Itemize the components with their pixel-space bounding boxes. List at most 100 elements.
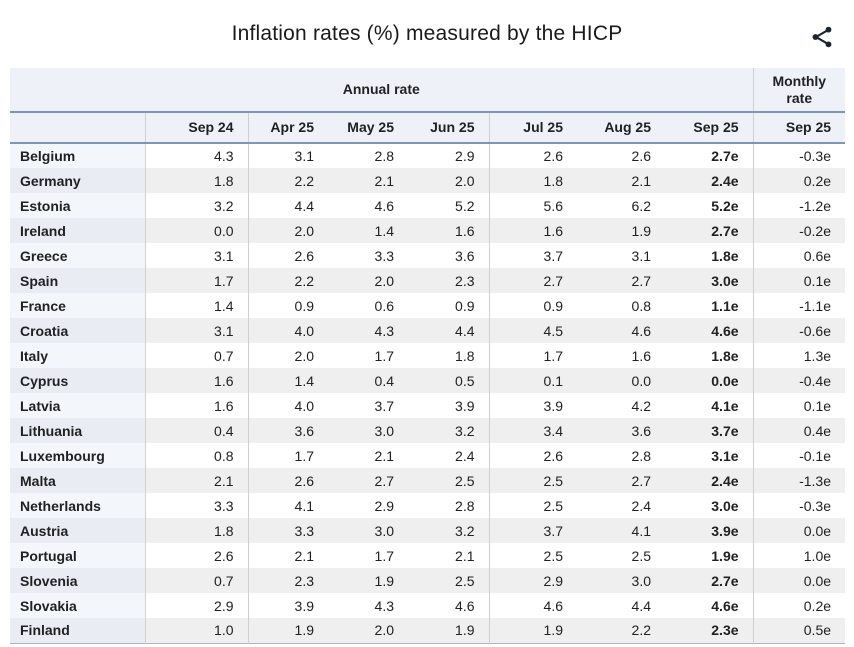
annual-value-cell: 2.0 [247,343,328,368]
annual-value-cell: 4.3 [328,593,408,618]
country-label: Austria [10,518,145,543]
annual-value-cell: 1.1e [665,293,754,318]
annual-value-cell: 3.1 [144,318,248,343]
monthly-value-cell: 0.0e [752,518,846,543]
annual-value-cell: 2.7e [665,568,754,593]
annual-value-cell: 2.6 [247,243,328,268]
annual-value-cell: 2.4 [408,443,489,468]
annual-value-cell: 5.2 [408,193,489,218]
annual-value-cell: 0.0 [577,368,665,393]
country-label: Cyprus [10,368,145,393]
country-label: Slovakia [10,593,145,618]
annual-value-cell: 3.7 [488,518,577,543]
annual-value-cell: 3.0 [328,418,408,443]
group-header-row: Annual rate Monthly rate [10,68,846,113]
annual-value-cell: 4.5 [488,318,577,343]
annual-value-cell: 1.4 [328,218,408,243]
column-header: Sep 24 [144,112,248,144]
annual-value-cell: 2.6 [144,543,248,568]
country-label: Italy [10,343,145,368]
column-header: Apr 25 [247,112,328,144]
annual-value-cell: 1.8 [488,168,577,193]
annual-value-cell: 2.0 [328,268,408,293]
annual-value-cell: 2.4 [577,493,665,518]
annual-value-cell: 0.8 [577,293,665,318]
annual-value-cell: 2.8 [328,143,408,168]
annual-value-cell: 2.0 [247,218,328,243]
monthly-value-cell: 0.1e [752,393,846,418]
annual-value-cell: 3.6 [247,418,328,443]
annual-value-cell: 3.0e [665,493,754,518]
annual-value-cell: 4.4 [577,593,665,618]
annual-value-cell: 1.9 [488,618,577,643]
annual-value-cell: 4.3 [144,143,248,168]
annual-value-cell: 2.2 [247,168,328,193]
table-row: Estonia 3.2 4.4 4.6 5.2 5.6 6.2 5.2e -1.2e [10,193,846,218]
annual-value-cell: 3.1 [144,243,248,268]
annual-value-cell: 3.9 [488,393,577,418]
annual-value-cell: 1.8 [144,168,248,193]
annual-value-cell: 2.7 [577,468,665,493]
annual-value-cell: 3.6 [408,243,489,268]
annual-value-cell: 3.2 [408,518,489,543]
annual-value-cell: 0.5 [408,368,489,393]
annual-value-cell: 4.1e [665,393,754,418]
annual-value-cell: 2.5 [488,468,577,493]
annual-value-cell: 1.9 [328,568,408,593]
annual-value-cell: 0.0e [665,368,754,393]
country-label: Ireland [10,218,145,243]
monthly-value-cell: 0.5e [752,618,846,643]
annual-value-cell: 0.0 [144,218,248,243]
annual-value-cell: 2.9 [408,143,489,168]
annual-value-cell: 5.6 [488,193,577,218]
country-label: Belgium [10,143,145,168]
annual-value-cell: 4.1 [577,518,665,543]
annual-value-cell: 4.6 [488,593,577,618]
annual-value-cell: 0.1 [488,368,577,393]
annual-value-cell: 2.4e [665,168,754,193]
page-header: Inflation rates (%) measured by the HICP [0,0,854,68]
annual-value-cell: 3.0 [328,518,408,543]
annual-value-cell: 3.9e [665,518,754,543]
annual-value-cell: 2.2 [247,268,328,293]
annual-value-cell: 2.7e [665,143,754,168]
share-button[interactable] [806,22,838,54]
annual-value-cell: 5.2e [665,193,754,218]
country-label: Spain [10,268,145,293]
annual-value-cell: 1.4 [144,293,248,318]
annual-value-cell: 2.1 [144,468,248,493]
country-label: Croatia [10,318,145,343]
country-label: Estonia [10,193,145,218]
annual-value-cell: 0.9 [408,293,489,318]
annual-value-cell: 2.1 [328,168,408,193]
share-icon [812,26,832,48]
country-label: Germany [10,168,145,193]
annual-value-cell: 1.8 [144,518,248,543]
annual-value-cell: 3.0 [577,568,665,593]
column-header: Sep 25 [665,112,754,144]
annual-value-cell: 2.1 [577,168,665,193]
annual-value-cell: 1.9e [665,543,754,568]
annual-value-cell: 4.3 [328,318,408,343]
annual-value-cell: 0.7 [144,568,248,593]
annual-value-cell: 2.8 [408,493,489,518]
annual-value-cell: 4.6e [665,593,754,618]
annual-value-cell: 4.6 [577,318,665,343]
annual-value-cell: 2.3e [665,618,754,643]
monthly-value-cell: 0.0e [752,568,846,593]
country-label: Malta [10,468,145,493]
annual-value-cell: 4.0 [247,318,328,343]
annual-value-cell: 1.7 [247,443,328,468]
annual-value-cell: 3.0e [665,268,754,293]
annual-value-cell: 3.3 [247,518,328,543]
annual-value-cell: 3.9 [247,593,328,618]
monthly-column-header: Sep 25 [752,112,846,144]
monthly-value-cell: 0.1e [752,268,846,293]
annual-value-cell: 3.7 [328,393,408,418]
annual-value-cell: 1.9 [408,618,489,643]
annual-value-cell: 2.5 [488,493,577,518]
annual-value-cell: 0.6 [328,293,408,318]
annual-value-cell: 2.9 [328,493,408,518]
inflation-table: Annual rate Monthly rate Sep 24 Apr 25 May… [10,68,846,644]
annual-value-cell: 4.1 [247,493,328,518]
